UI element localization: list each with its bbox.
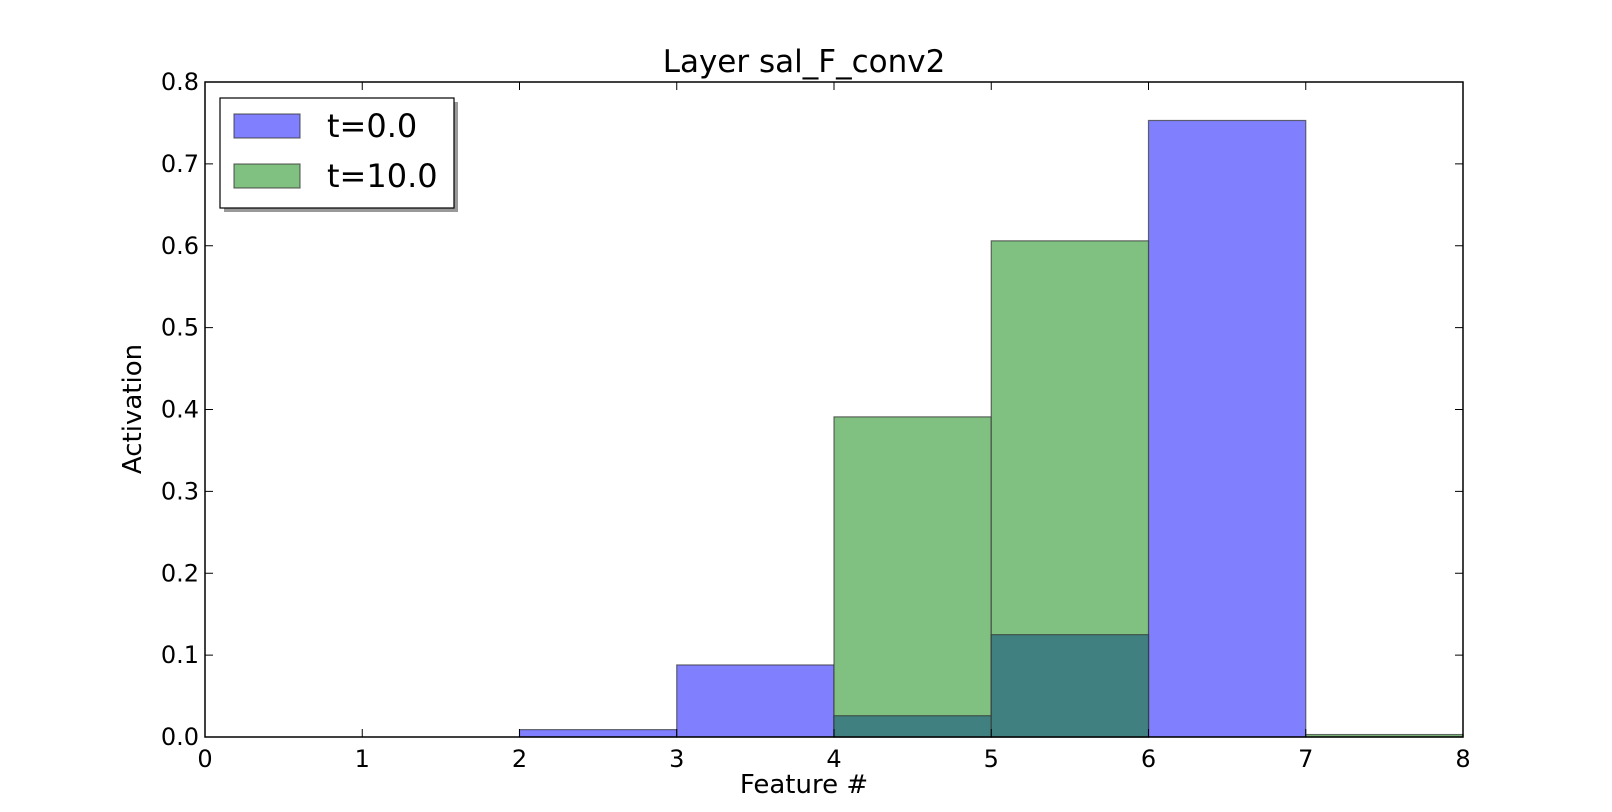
y-tick-label: 0.6 <box>161 232 199 260</box>
x-tick-label: 4 <box>826 745 841 773</box>
x-tick-label: 1 <box>355 745 370 773</box>
y-tick-label: 0.2 <box>161 559 199 587</box>
y-tick-label: 0.0 <box>161 723 199 751</box>
y-axis-title: Activation <box>118 344 148 474</box>
x-tick-label: 6 <box>1141 745 1156 773</box>
bar-series0-bin3 <box>676 664 835 738</box>
legend: t=0.0 t=10.0 <box>219 97 458 212</box>
legend-swatch <box>233 113 301 139</box>
bar-overlap-bin4 <box>833 715 992 738</box>
x-tick-label: 5 <box>984 745 999 773</box>
legend-swatch <box>233 163 301 189</box>
bar-series1-bin4 <box>833 416 992 738</box>
y-tick-label: 0.8 <box>161 68 199 96</box>
y-tick-label: 0.4 <box>161 396 199 424</box>
x-tick-label: 8 <box>1455 745 1470 773</box>
x-tick-label: 0 <box>197 745 212 773</box>
bar-series0-bin2 <box>518 729 678 738</box>
y-tick-label: 0.3 <box>161 477 199 505</box>
ticks-layer: 0 1 2 3 4 5 6 7 8 0.0 0.1 0.2 0.3 0.4 0.5 0.6 0.7 0.8 <box>161 68 1471 773</box>
bar-overlap-bin5 <box>990 634 1150 738</box>
plot-frame <box>204 81 1464 738</box>
legend-label: t=10.0 <box>327 157 438 195</box>
bars-layer <box>518 119 1464 738</box>
bar-series0-bin6 <box>1147 119 1307 738</box>
x-tick-label: 7 <box>1298 745 1313 773</box>
y-tick-label: 0.7 <box>161 150 199 178</box>
legend-label: t=0.0 <box>327 107 417 145</box>
chart-title: Layer sal_F_conv2 <box>663 44 946 80</box>
y-tick-label: 0.1 <box>161 641 199 669</box>
x-tick-label: 2 <box>512 745 527 773</box>
y-tick-label: 0.5 <box>161 314 199 342</box>
x-axis-title: Feature # <box>740 770 868 800</box>
x-tick-label: 3 <box>669 745 684 773</box>
